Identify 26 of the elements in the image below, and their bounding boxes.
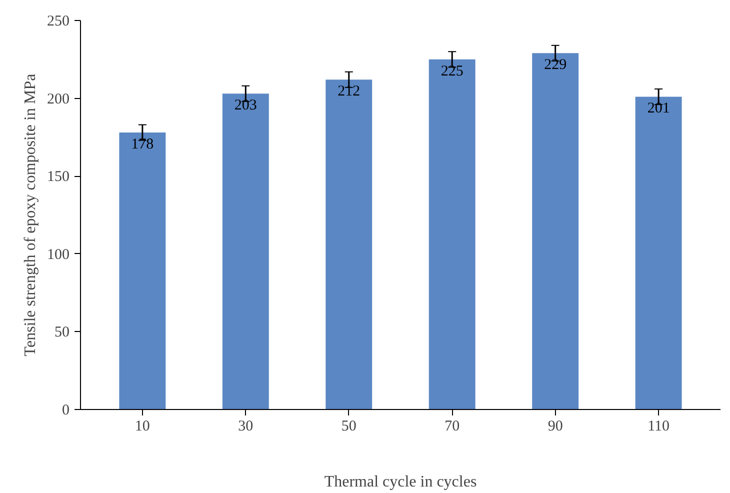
x-tick-label: 50 bbox=[341, 418, 356, 434]
data-label: 178 bbox=[131, 136, 154, 153]
data-label: 225 bbox=[440, 63, 464, 80]
x-tick-label: 10 bbox=[134, 418, 150, 434]
bar bbox=[635, 96, 682, 410]
bar bbox=[532, 53, 579, 410]
x-tick-label: 70 bbox=[444, 418, 460, 434]
y-axis-title: Tensile strength of epoxy composite in MPa bbox=[22, 74, 39, 356]
data-label: 201 bbox=[647, 100, 670, 117]
data-label: 229 bbox=[544, 57, 567, 74]
bar bbox=[326, 80, 372, 410]
x-axis-title: Thermal cycle in cycles bbox=[324, 474, 477, 490]
y-tick-label: 50 bbox=[54, 324, 70, 341]
y-tick-label: 250 bbox=[47, 14, 70, 30]
y-tick-label: 0 bbox=[62, 402, 70, 418]
bar bbox=[428, 59, 476, 410]
y-tick-label: 100 bbox=[47, 246, 70, 263]
x-tick-label: 30 bbox=[238, 418, 254, 434]
data-label: 203 bbox=[234, 98, 257, 114]
data-label: 212 bbox=[338, 84, 360, 100]
y-tick-label: 150 bbox=[47, 169, 70, 186]
bar bbox=[119, 132, 166, 410]
bar bbox=[222, 94, 269, 410]
y-tick-label: 200 bbox=[47, 91, 70, 108]
x-tick-label: 110 bbox=[648, 418, 670, 434]
x-tick-label: 90 bbox=[548, 418, 563, 434]
